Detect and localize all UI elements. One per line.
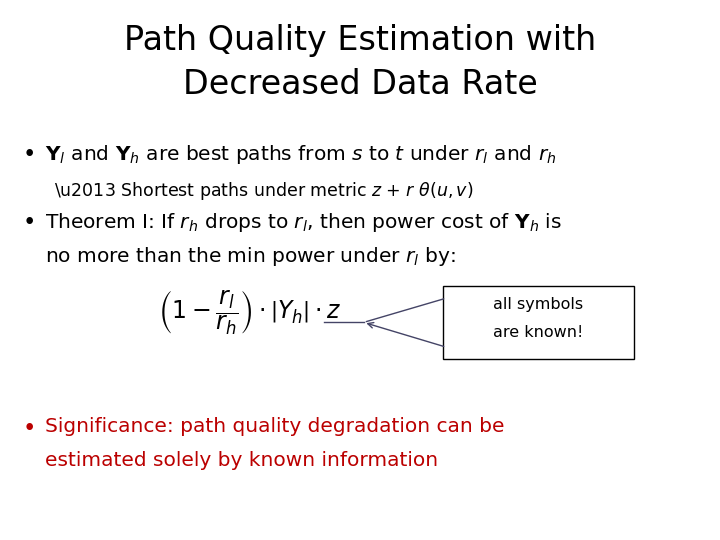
Text: •: • — [23, 417, 37, 440]
FancyBboxPatch shape — [443, 286, 634, 359]
Text: no more than the min power under $\mathbf{\mathit{r}}_l$ by:: no more than the min power under $\mathb… — [45, 245, 456, 268]
Text: Significance: path quality degradation can be: Significance: path quality degradation c… — [45, 417, 504, 436]
Text: $\left(1-\dfrac{r_l}{r_h}\right)\cdot\left|Y_h\right|\cdot z$: $\left(1-\dfrac{r_l}{r_h}\right)\cdot\le… — [158, 289, 342, 337]
Text: Theorem I: If $\mathbf{\mathit{r}}_h$ drops to $\mathbf{\mathit{r}}_l$, then pow: Theorem I: If $\mathbf{\mathit{r}}_h$ dr… — [45, 211, 562, 234]
Text: Decreased Data Rate: Decreased Data Rate — [183, 68, 537, 100]
Text: are known!: are known! — [493, 325, 583, 340]
Text: •: • — [23, 211, 37, 234]
Text: estimated solely by known information: estimated solely by known information — [45, 451, 438, 470]
Text: •: • — [23, 143, 37, 166]
Text: Path Quality Estimation with: Path Quality Estimation with — [124, 24, 596, 57]
Text: $\mathbf{Y}_l$ and $\mathbf{Y}_h$ are best paths from $\mathbf{\mathit{s}}$ to $: $\mathbf{Y}_l$ and $\mathbf{Y}_h$ are be… — [45, 143, 556, 166]
Text: \u2013 Shortest paths under metric $\mathbf{\mathit{z}}$ + $\mathbf{\mathit{r}}$: \u2013 Shortest paths under metric $\mat… — [54, 180, 474, 202]
Text: all symbols: all symbols — [493, 297, 583, 312]
